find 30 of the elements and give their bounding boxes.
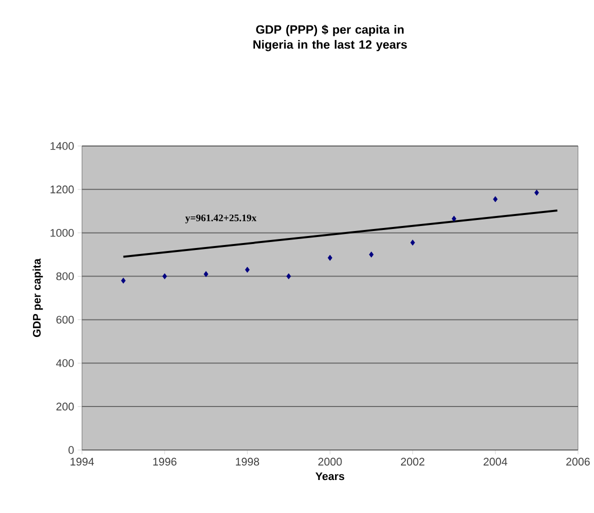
y-tick-label: 400 — [56, 359, 74, 368]
point — [245, 266, 250, 273]
y-tick-label: 1000 — [50, 228, 74, 237]
y-tick-label: 1200 — [50, 186, 74, 194]
y-tick-label: 600 — [56, 316, 74, 324]
y-axis-title: GDP per capita — [32, 258, 43, 337]
point — [328, 254, 332, 261]
y-tick-label: 800 — [56, 272, 74, 280]
point — [452, 216, 456, 222]
x-tick-label: 1996 — [153, 458, 176, 466]
point — [493, 196, 498, 202]
x-tick-label: 1998 — [236, 458, 260, 466]
x-tick-label: 1994 — [70, 458, 94, 466]
point — [534, 190, 539, 196]
point — [121, 278, 126, 284]
point — [369, 252, 374, 258]
point — [162, 273, 167, 280]
x-axis-title: Years — [316, 472, 344, 480]
point — [410, 240, 415, 246]
y-tick-label: 0 — [68, 446, 74, 454]
y-tick-label: 200 — [56, 402, 74, 410]
x-tick-label: 2002 — [400, 458, 424, 466]
x-tick-label: 2006 — [566, 458, 590, 466]
y-tick-label: 1400 — [50, 142, 74, 150]
point — [204, 271, 208, 278]
x-tick-label: 2004 — [484, 458, 508, 466]
annotation: y=961.42+25.19x — [185, 214, 257, 224]
point — [286, 273, 291, 280]
x-tick-label: 2000 — [318, 458, 342, 466]
chart-title: GDP (PPP) $ per capita in Nigeria in the last 12 years — [253, 24, 407, 52]
